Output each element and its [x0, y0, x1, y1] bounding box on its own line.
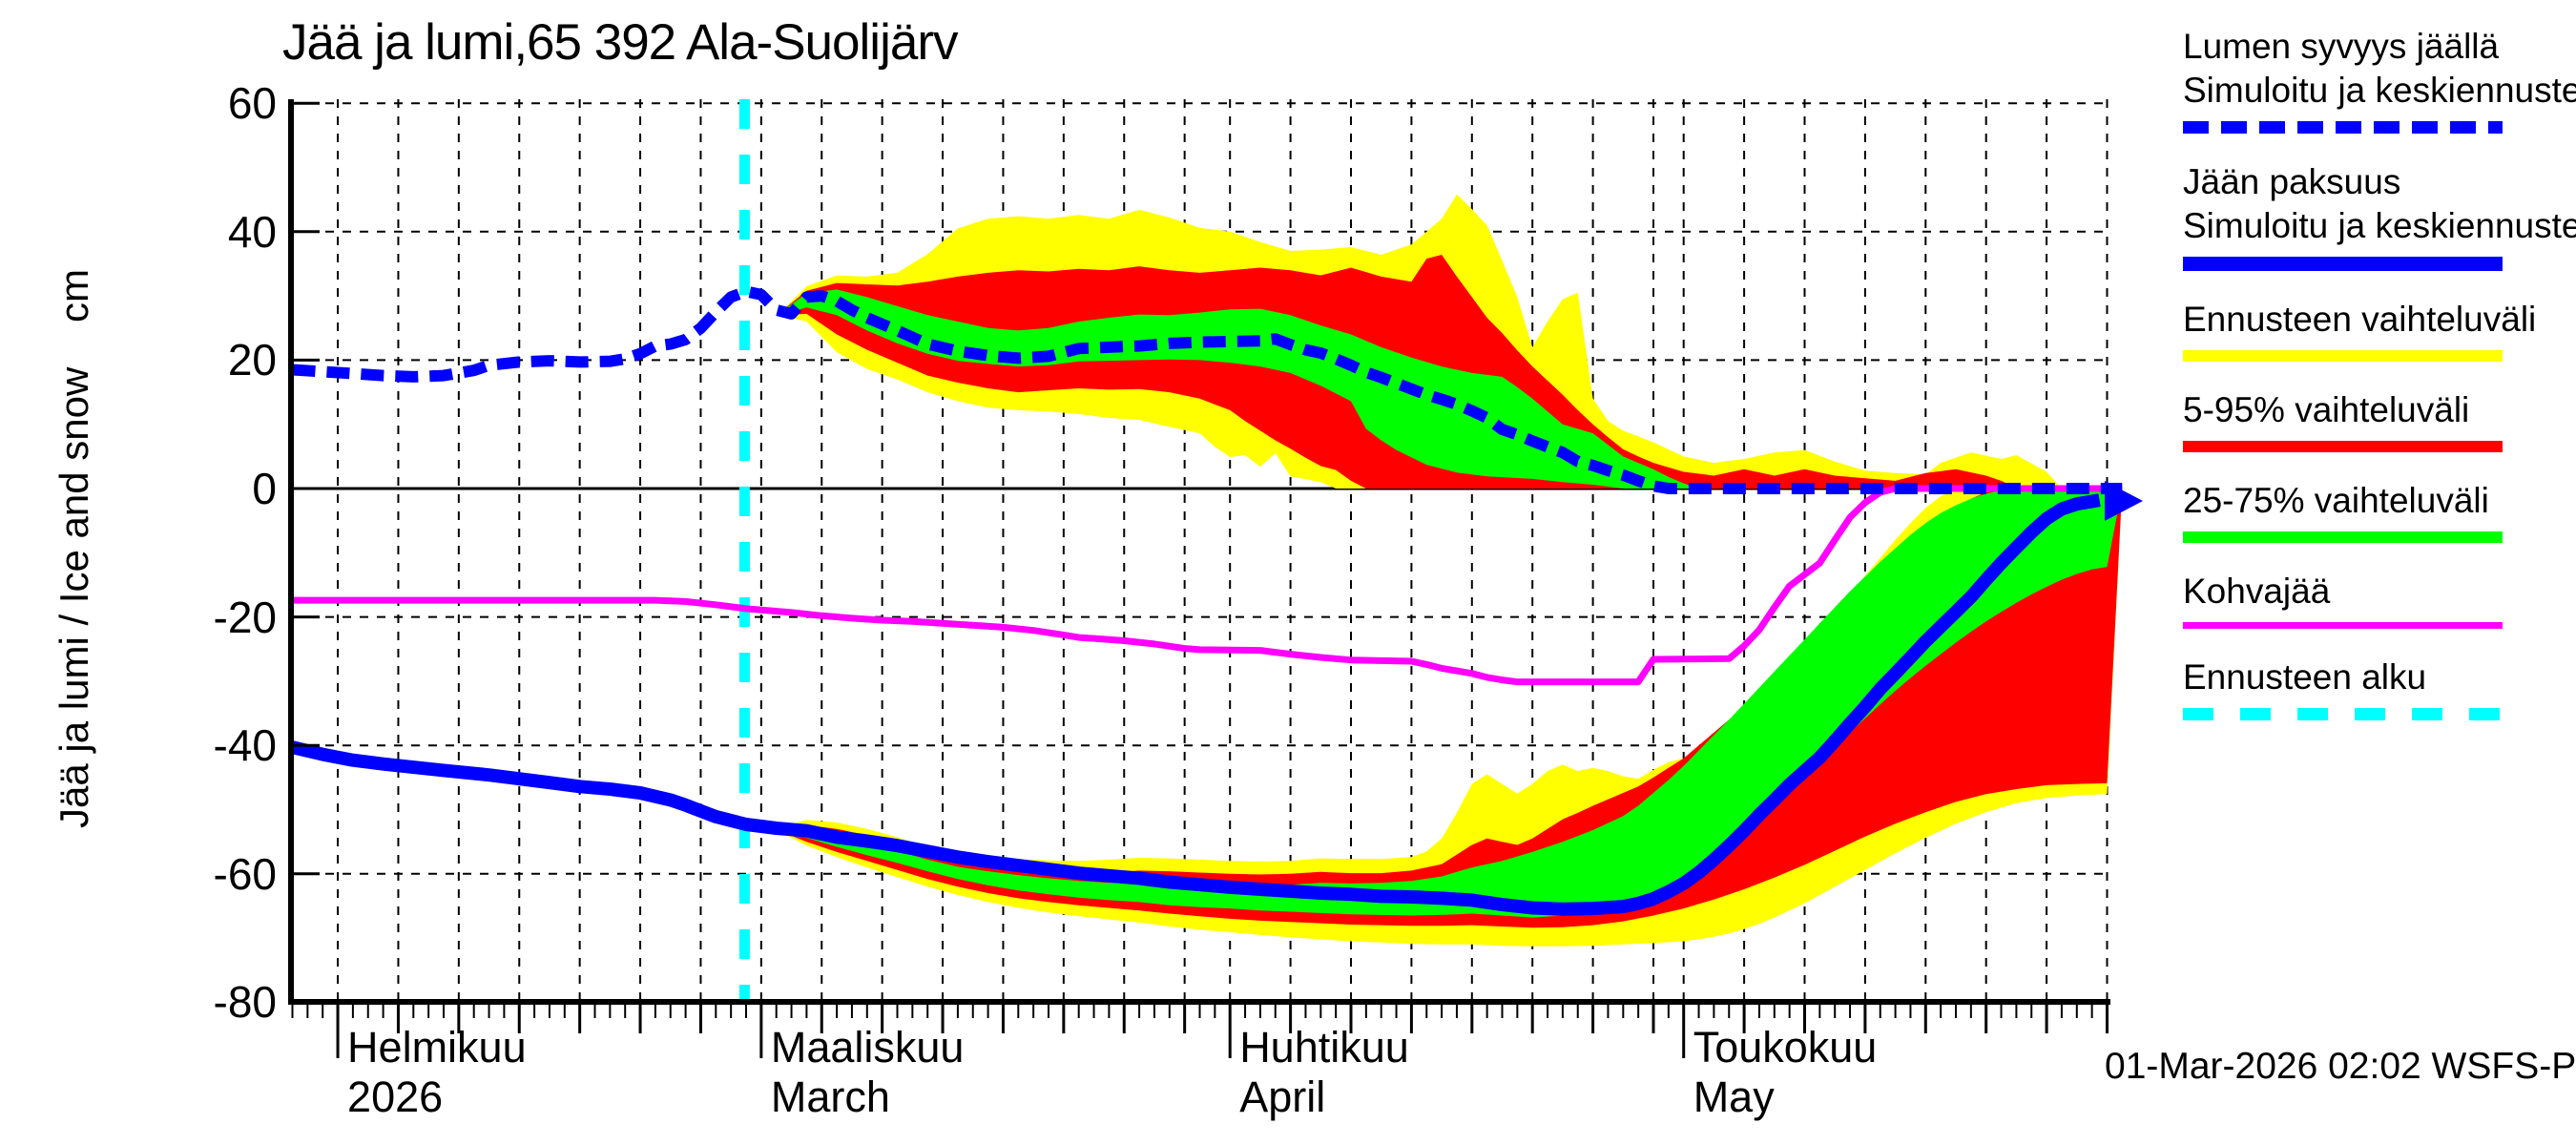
legend-item: Ennusteen vaihteluväli: [2183, 298, 2565, 362]
snow-depth-line: [292, 285, 2123, 494]
legend-swatch-yellow: [2183, 350, 2503, 362]
legend-item-label: Ennusteen alku: [2183, 657, 2427, 697]
x-axis-month-label: Maaliskuu March: [770, 1023, 965, 1121]
legend-swatch-red: [2183, 441, 2503, 452]
kohvajaa-line: [292, 485, 2123, 686]
timestamp-label: 01-Mar-2026 02:02 WSFS-P: [2105, 1046, 2576, 1087]
legend-swatch-dashed-cyan: [2183, 708, 2503, 720]
legend-swatch-magenta: [2183, 622, 2503, 629]
legend-item-label: Jään paksuus: [2183, 162, 2401, 201]
legend-item: 5-95% vaihteluväli: [2183, 388, 2565, 452]
legend-item-label: Ennusteen vaihteluväli: [2183, 300, 2537, 339]
ice-range-25-75-band: [783, 489, 2123, 918]
ice-range-5-95-band: [783, 489, 2123, 928]
legend-item-label: 5-95% vaihteluväli: [2183, 390, 2470, 429]
chart-title: Jää ja lumi,65 392 Ala-Suolijärv: [282, 14, 958, 71]
x-axis-month-label: Huhtikuu April: [1239, 1023, 1409, 1121]
x-axis-month-label: Toukokuu May: [1693, 1023, 1878, 1121]
legend-item: Lumen syvyys jäällä Simuloitu ja keskienn…: [2183, 25, 2576, 134]
legend-item: Kohvajää: [2183, 570, 2565, 629]
y-axis-label: Jää ja lumi / Ice and snow cm: [52, 269, 96, 828]
legend-item-label: 25-75% vaihteluväli: [2183, 481, 2489, 520]
snow-range-25-75-band: [783, 289, 2123, 489]
legend-swatch-dashed-blue: [2183, 121, 2503, 134]
y-tick-label: -40: [213, 720, 277, 771]
legend-item: Ennusteen alku: [2183, 656, 2565, 720]
ice-line-arrowhead: [2105, 481, 2143, 521]
legend-swatch-green: [2183, 531, 2503, 543]
legend-item: Jään paksuus Simuloitu ja keskiennuste: [2183, 160, 2576, 271]
legend-item-label: Simuloitu ja keskiennuste: [2183, 71, 2576, 110]
y-tick-label: 40: [227, 206, 277, 257]
legend-item-label: Kohvajää: [2183, 572, 2331, 611]
y-tick-label: -80: [213, 977, 277, 1028]
legend-item-label: Lumen syvyys jäällä: [2183, 27, 2500, 66]
y-tick-label: 60: [227, 78, 277, 129]
ice-thickness-line: [290, 493, 2101, 916]
legend-swatch-solid-blue: [2183, 257, 2503, 271]
y-tick-label: -20: [213, 592, 277, 642]
y-tick-label: -60: [213, 848, 277, 899]
x-axis-month-label: Helmikuu 2026: [347, 1023, 527, 1121]
legend-item: 25-75% vaihteluväli: [2183, 479, 2565, 543]
y-tick-label: 0: [252, 464, 277, 513]
legend: Lumen syvyys jäällä Simuloitu ja keskienn…: [2183, 25, 2576, 747]
y-tick-label: 20: [227, 335, 277, 385]
legend-item-label: Simuloitu ja keskiennuste: [2183, 206, 2576, 245]
